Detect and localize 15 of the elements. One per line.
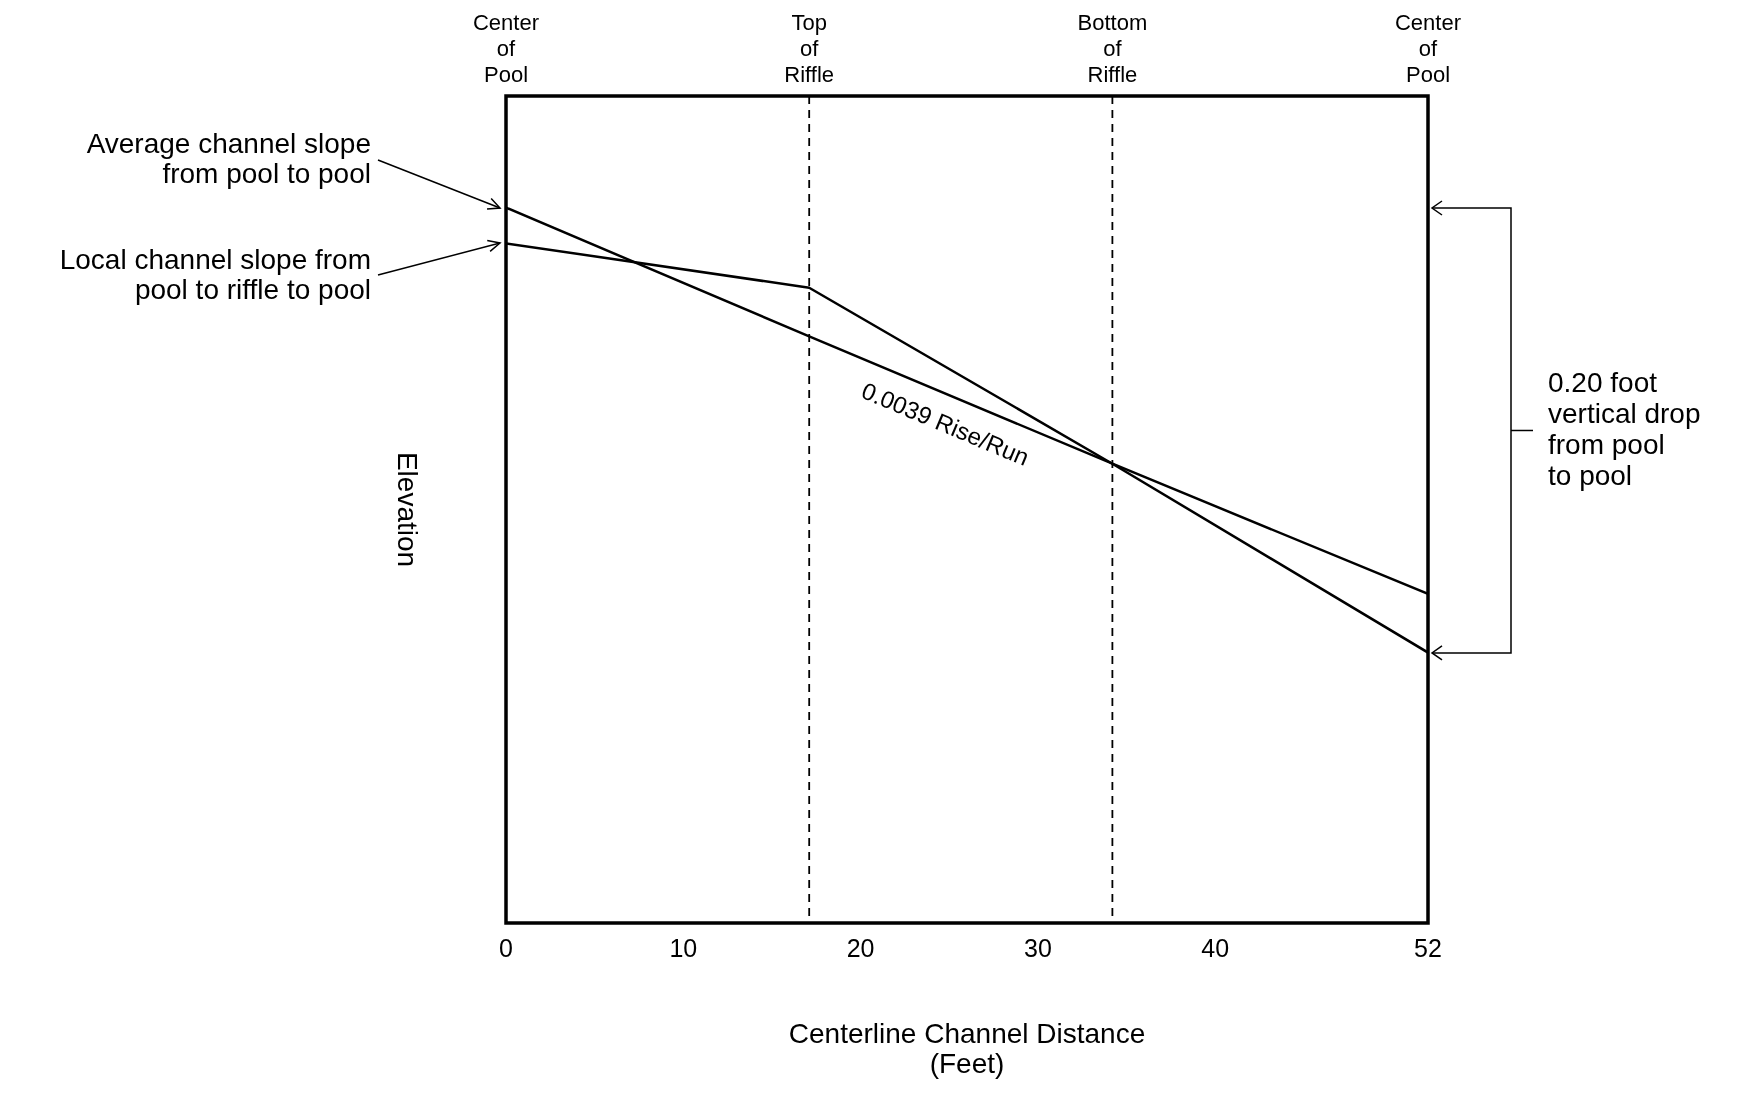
text: Center of Pool (472, 10, 540, 87)
x-tick-label: 0 (499, 933, 513, 962)
ref-line-label: Bottom of Riffle (1077, 10, 1148, 87)
text: Average channel slope from pool to pool (86, 128, 371, 190)
x-tick-label: 40 (1201, 933, 1230, 962)
x-tick-label: 10 (669, 933, 698, 962)
text: 0.20 foot vertical drop from pool to pool (1548, 366, 1701, 491)
x-tick-label: 30 (1024, 933, 1052, 962)
text: Center of Pool (1394, 10, 1462, 87)
x-axis-title: Centerline Channel Distance (Feet) (788, 1018, 1146, 1079)
x-tick-label: 52 (1414, 933, 1442, 962)
y-axis-title: Elevation (392, 451, 424, 568)
legend-label: Local channel slope from pool to riffle to pool (59, 244, 371, 306)
x-tick-label: 20 (846, 933, 875, 962)
ref-line-label: Top of Riffle (784, 10, 835, 87)
